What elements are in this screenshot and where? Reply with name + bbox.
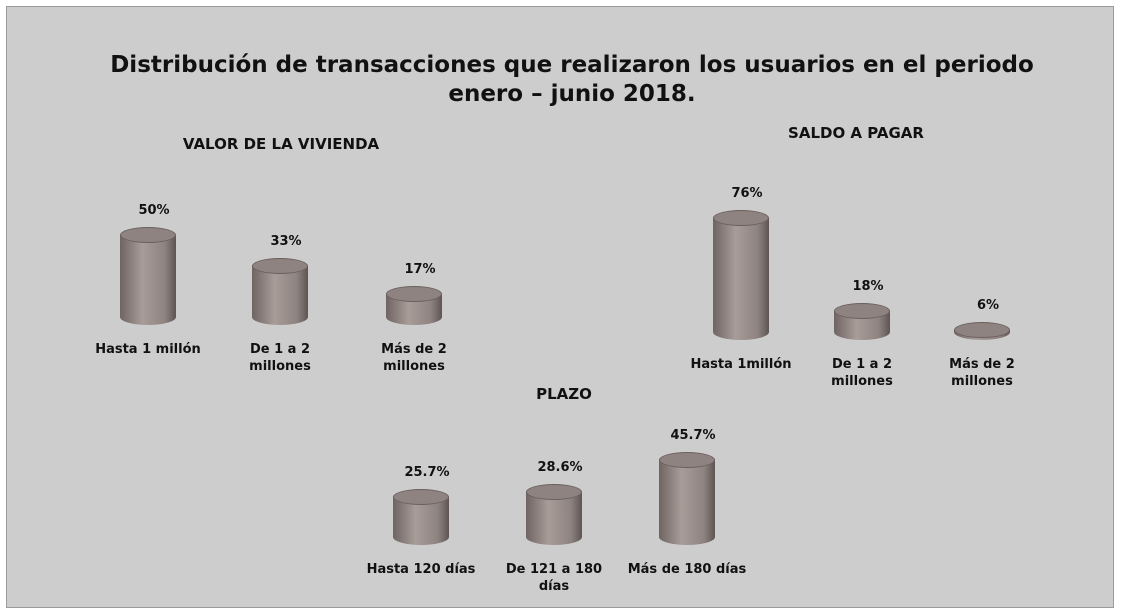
x-tick-label: De 1 a 2 millones xyxy=(831,357,893,389)
chart-title: Distribución de transacciones que realiz… xyxy=(110,52,1034,107)
data-label: 28.6% xyxy=(537,460,583,476)
chart-subtitle: VALOR DE LA VIVIENDA xyxy=(182,135,380,153)
bar xyxy=(526,484,582,545)
chart-subtitle: PLAZO xyxy=(536,385,592,403)
x-tick-label: De 1 a 2 millones xyxy=(249,342,311,374)
chart-panel: Distribución de transacciones que realiz… xyxy=(6,6,1114,608)
x-tick-label: Más de 180 días xyxy=(627,562,747,577)
x-tick-label: Más de 2 millones xyxy=(949,357,1015,389)
bar xyxy=(834,303,890,340)
x-tick-label: Hasta 1 millón xyxy=(95,342,201,357)
x-tick-label: De 121 a 180 días xyxy=(505,562,603,594)
bar xyxy=(659,452,715,545)
chart-subtitle: SALDO A PAGAR xyxy=(788,124,924,142)
bar-top xyxy=(120,227,176,243)
bar xyxy=(120,227,176,325)
bar-top xyxy=(834,303,890,320)
bar xyxy=(954,322,1010,340)
x-tick-label: Hasta 1millón xyxy=(690,357,792,372)
data-label: 33% xyxy=(270,233,302,249)
bar xyxy=(252,257,308,325)
bar xyxy=(713,210,769,340)
x-tick-label: Más de 2 millones xyxy=(381,342,447,374)
data-label: 50% xyxy=(138,203,170,218)
bar xyxy=(393,489,449,545)
bar-body xyxy=(526,492,582,545)
data-label: 25.7% xyxy=(404,465,450,481)
bar-top xyxy=(659,452,715,469)
bar-top xyxy=(713,210,769,227)
bar-body xyxy=(252,265,308,325)
data-label: 18% xyxy=(852,279,884,295)
bar-body xyxy=(659,460,715,545)
bar-body xyxy=(713,218,769,340)
bar-top xyxy=(526,484,582,501)
bar-top xyxy=(386,286,442,303)
bar-top xyxy=(252,257,308,274)
data-label: 76% xyxy=(731,186,763,202)
data-label: 17% xyxy=(404,262,436,278)
bar-top xyxy=(954,322,1010,339)
x-tick-label: Hasta 120 días xyxy=(366,562,476,577)
data-label: 6% xyxy=(976,298,1000,314)
bar-body xyxy=(120,235,176,325)
bar xyxy=(386,286,442,325)
bar-top xyxy=(393,489,449,506)
data-label: 45.7% xyxy=(670,428,716,444)
